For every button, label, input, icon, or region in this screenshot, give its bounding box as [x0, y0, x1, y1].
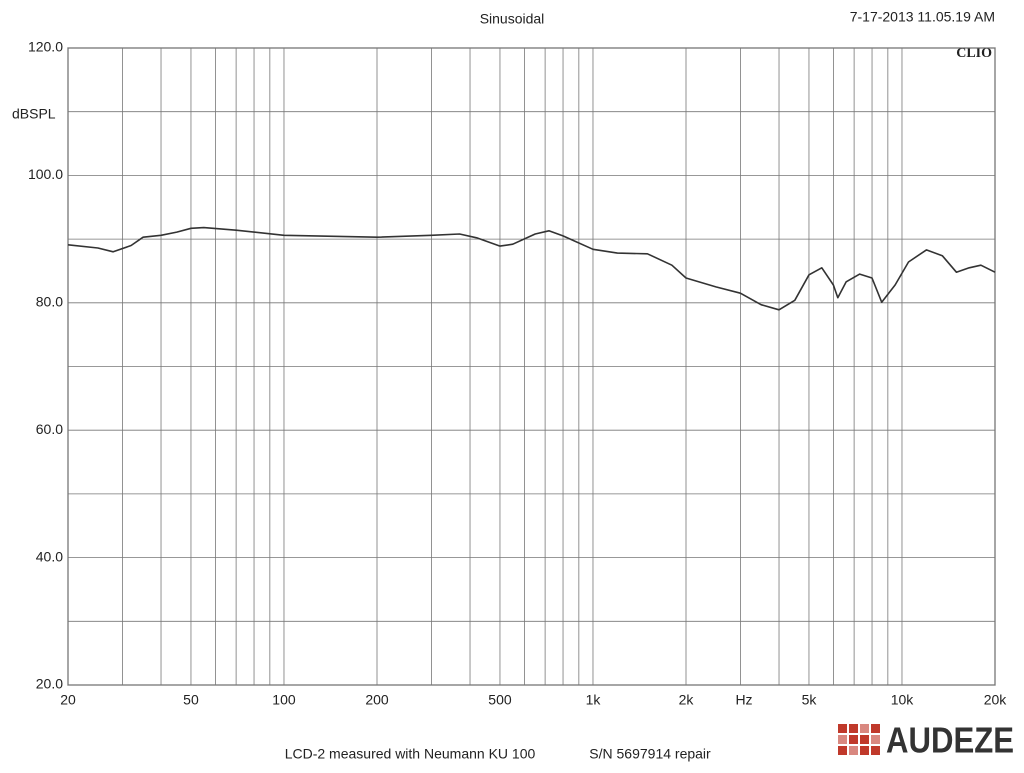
y-axis-label: dBSPL — [12, 106, 56, 122]
y-tick-label: 100.0 — [28, 166, 63, 182]
caption: LCD-2 measured with Neumann KU 100 — [285, 746, 536, 762]
x-tick-label: 20k — [984, 692, 1008, 708]
x-tick-label: 200 — [365, 692, 389, 708]
x-tick-label: 10k — [891, 692, 915, 708]
x-tick-label: 2k — [679, 692, 695, 708]
logo-text: AUDEZE — [886, 720, 1014, 761]
x-tick-label: 20 — [60, 692, 76, 708]
x-tick-label: 5k — [802, 692, 818, 708]
chart-title: Sinusoidal — [480, 11, 545, 27]
timestamp: 7-17-2013 11.05.19 AM — [850, 9, 995, 25]
y-tick-label: 60.0 — [36, 421, 63, 437]
y-tick-label: 80.0 — [36, 294, 63, 310]
brand: CLIO — [956, 46, 992, 61]
logo-icon — [838, 724, 880, 755]
x-tick-label: 500 — [488, 692, 512, 708]
y-tick-label: 40.0 — [36, 548, 63, 564]
x-tick-label: 1k — [586, 692, 602, 708]
x-axis-label: Hz — [735, 692, 752, 708]
x-tick-label: 50 — [183, 692, 199, 708]
y-tick-label: 20.0 — [36, 676, 63, 692]
x-tick-label: 100 — [272, 692, 296, 708]
response-line — [67, 226, 996, 311]
serial-number: S/N 5697914 repair — [589, 746, 711, 762]
y-tick-label: 120.0 — [28, 39, 63, 55]
